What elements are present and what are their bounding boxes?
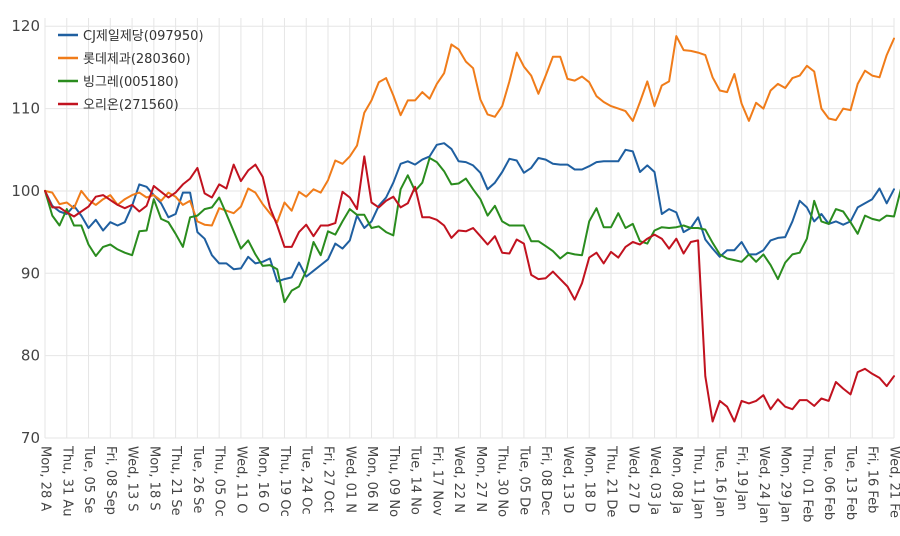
x-tick-label: Thu, 31 Au <box>59 445 74 517</box>
x-tick-label: Fri, 17 Nov <box>429 446 444 516</box>
y-tick-label: 90 <box>21 264 40 282</box>
x-tick-label: Mon, 29 Jan <box>778 446 793 522</box>
x-tick-label: Wed, 21 Fe <box>887 446 900 518</box>
x-tick-label: Tue, 13 Feb <box>843 445 858 520</box>
legend: CJ제일제당(097950) 롯데제과(280360) 빙그레(005180) 오리온… <box>58 29 204 113</box>
x-tick-label: Fri, 19 Jan <box>734 446 749 510</box>
x-tick-label: Wed, 27 D <box>625 446 640 513</box>
x-tick-label: Fri, 16 Feb <box>865 446 880 513</box>
x-tick-label: Mon, 08 Ja <box>669 446 684 514</box>
legend-label: 롯데제과(280360) <box>83 52 191 67</box>
legend-label: 빙그레(005180) <box>83 75 179 90</box>
legend-label: CJ제일제당(097950) <box>83 29 204 44</box>
x-tick-label: Wed, 13 S <box>125 446 140 512</box>
y-tick-label: 110 <box>11 100 40 118</box>
x-tick-label: Thu, 11 Jan <box>691 445 706 519</box>
x-tick-label: Mon, 18 S <box>146 446 161 511</box>
x-tick-label: Thu, 21 De <box>604 445 619 517</box>
series-line-0 <box>44 142 895 283</box>
x-tick-label: Fri, 27 Oct <box>321 446 336 513</box>
x-tick-label: Tue, 06 Feb <box>821 445 836 520</box>
x-tick-label: Tue, 24 Oc <box>299 445 314 515</box>
x-tick-label: Thu, 09 No <box>386 445 401 517</box>
y-axis: 70 80 90 100 110 120 <box>11 17 40 447</box>
x-tick-label: Wed, 01 N <box>342 446 357 513</box>
x-tick-label: Thu, 21 Se <box>168 445 183 516</box>
y-tick-label: 80 <box>21 347 40 365</box>
x-tick-label: Mon, 06 N <box>364 446 379 512</box>
y-tick-label: 70 <box>21 429 40 447</box>
x-tick-label: Mon, 16 O <box>255 446 270 513</box>
x-tick-label: Thu, 05 Oc <box>212 445 227 517</box>
x-tick-label: Thu, 30 No <box>495 445 510 517</box>
x-tick-label: Mon, 27 N <box>473 446 488 512</box>
x-tick-label: Thu, 01 Feb <box>799 445 814 522</box>
series-line-3 <box>44 155 895 423</box>
x-tick-label: Wed, 24 Jan <box>756 446 771 523</box>
x-tick-label: Wed, 13 D <box>560 446 575 513</box>
y-tick-label: 100 <box>11 182 40 200</box>
series-line-2 <box>44 157 900 304</box>
x-tick-label: Tue, 14 No <box>408 445 423 515</box>
x-axis: Mon, 28 A Thu, 31 Au Tue, 05 Se Fri, 08 Sep… <box>38 445 900 523</box>
x-tick-label: Fri, 08 Sep <box>103 446 118 515</box>
x-tick-label: Wed, 03 Ja <box>647 446 662 515</box>
x-tick-label: Thu, 19 Oc <box>277 445 292 517</box>
x-tick-label: Fri, 08 Dec <box>538 446 553 516</box>
x-tick-label: Tue, 26 Se <box>190 445 205 513</box>
x-tick-label: Wed, 22 N <box>451 446 466 513</box>
x-tick-label: Tue, 05 De <box>516 445 531 515</box>
series-lines <box>44 35 900 423</box>
x-tick-label: Tue, 16 Jan <box>712 445 727 517</box>
series-line-1 <box>44 35 895 227</box>
x-tick-label: Mon, 28 A <box>38 446 53 511</box>
legend-label: 오리온(271560) <box>83 98 179 113</box>
x-tick-label: Wed, 11 O <box>233 446 248 514</box>
y-tick-label: 120 <box>11 17 40 35</box>
x-tick-label: Tue, 05 Se <box>81 445 96 513</box>
x-tick-label: Mon, 18 D <box>582 446 597 512</box>
